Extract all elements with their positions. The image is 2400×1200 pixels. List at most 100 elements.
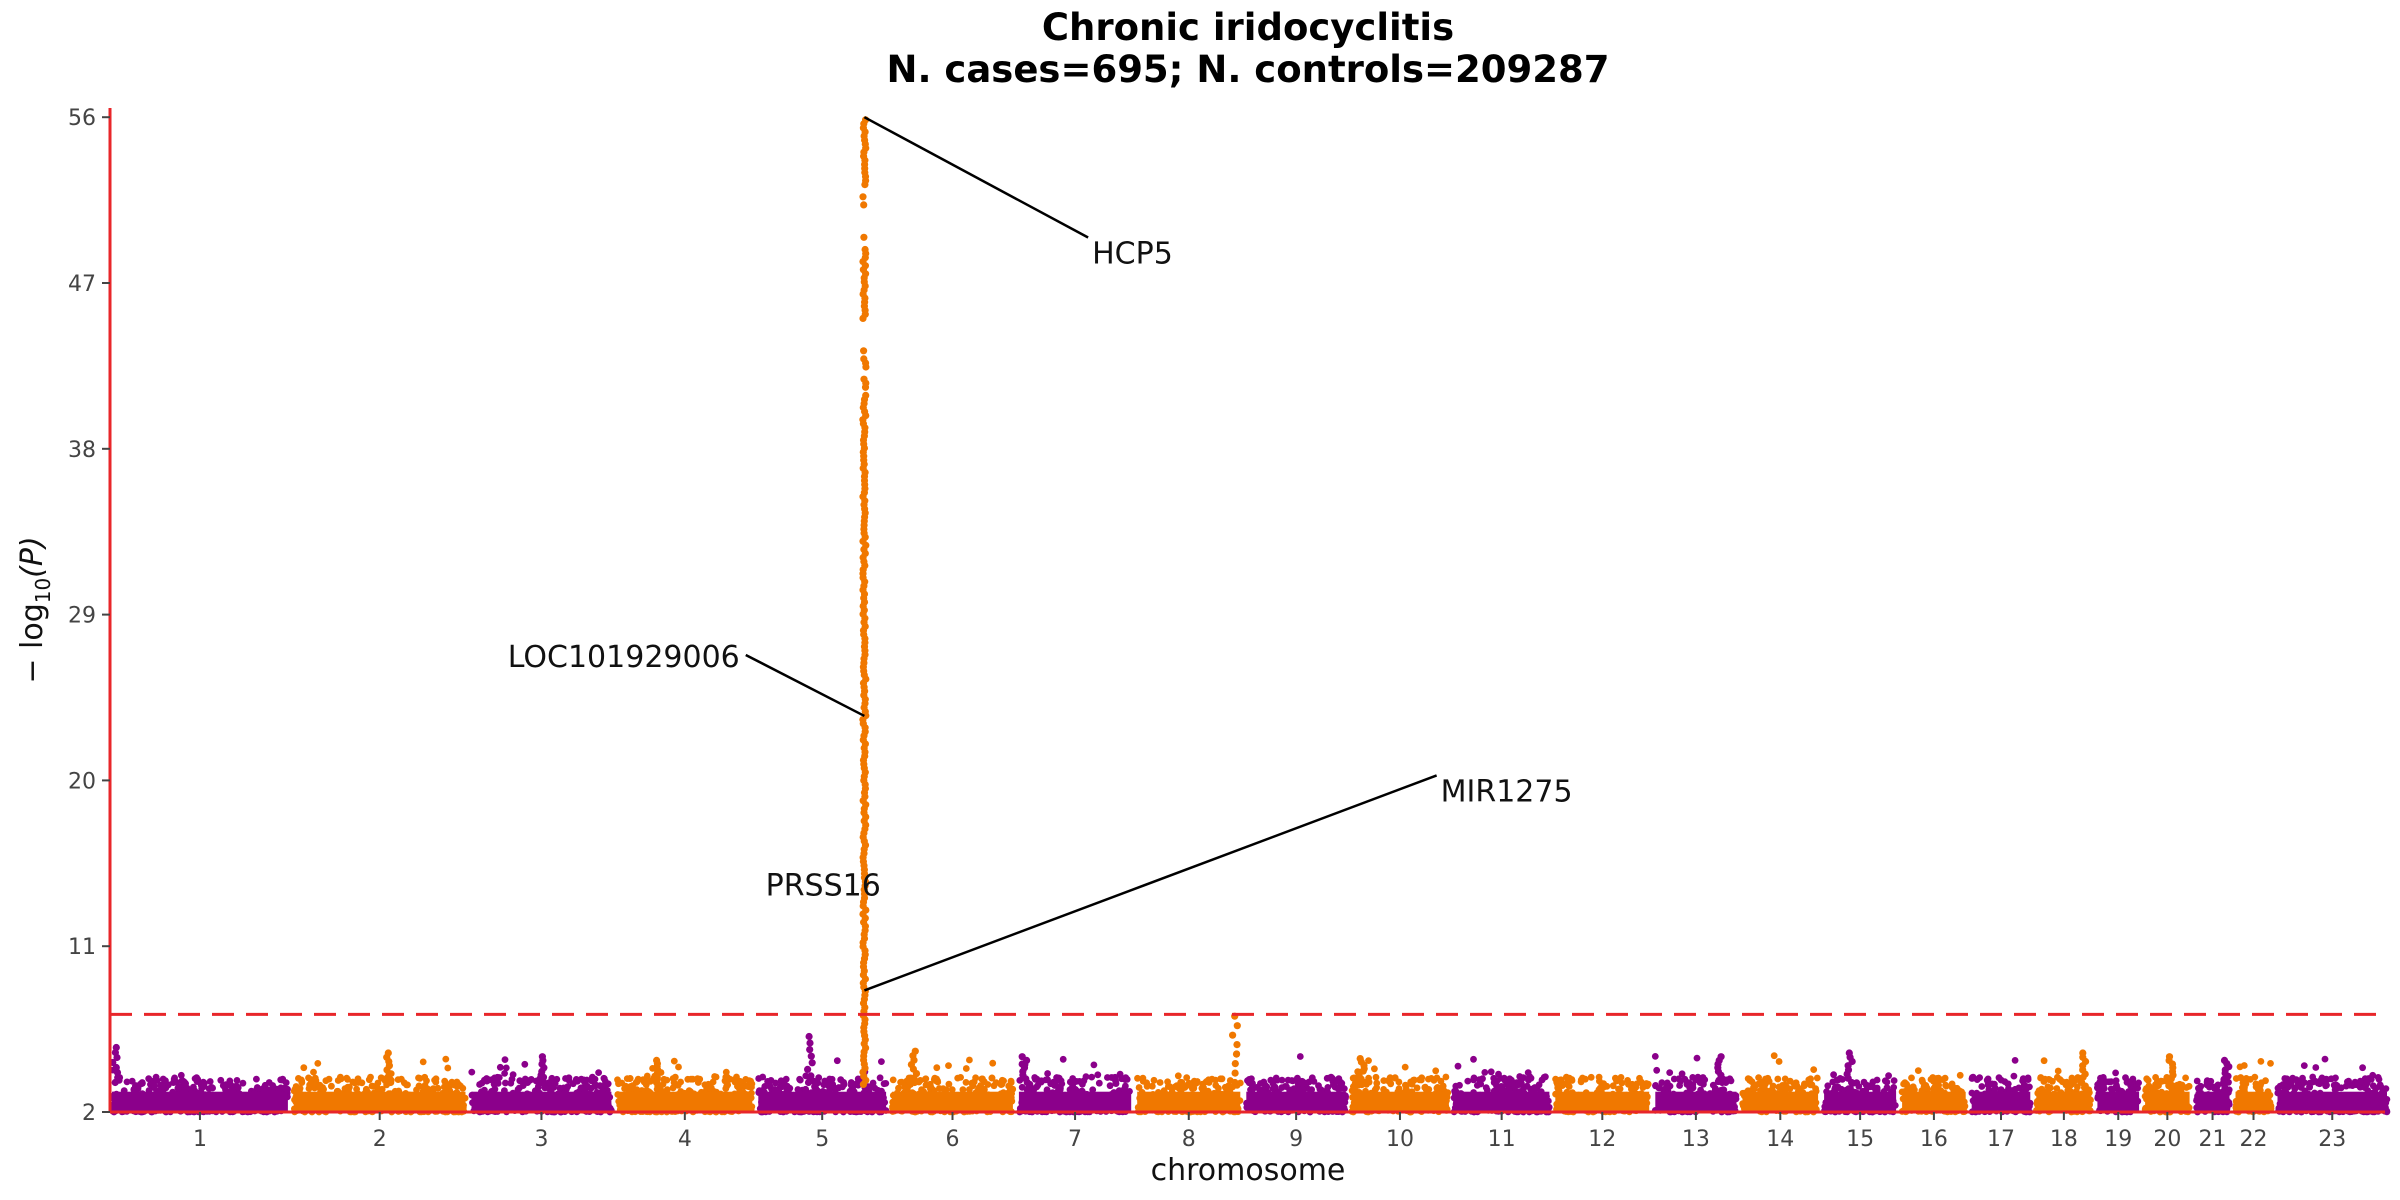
snp-point xyxy=(1044,1070,1051,1077)
snp-point xyxy=(805,1032,813,1041)
snp-point xyxy=(1106,1082,1114,1090)
snp-point xyxy=(733,1073,740,1081)
snp-point xyxy=(2054,1067,2062,1075)
chromosome-10-band xyxy=(1351,1091,1448,1112)
snp-point xyxy=(1340,1085,1348,1092)
snp-point xyxy=(1439,1082,1447,1090)
chromosome-9-points xyxy=(1243,1053,1349,1116)
peak-chr8 xyxy=(1229,1012,1241,1087)
snp-point xyxy=(1516,1073,1524,1080)
snp-point xyxy=(726,1075,733,1083)
snp-point xyxy=(812,1084,820,1092)
snp-point xyxy=(747,1077,754,1085)
snp-point xyxy=(374,1079,382,1087)
snp-point xyxy=(1044,1076,1051,1083)
snp-point xyxy=(137,1080,144,1088)
snp-point xyxy=(468,1068,476,1076)
snp-point xyxy=(413,1086,420,1094)
snp-point xyxy=(453,1082,461,1090)
peak-chr2 xyxy=(383,1049,395,1087)
snp-point xyxy=(933,1064,941,1072)
snp-point xyxy=(1076,1078,1083,1085)
snp-point xyxy=(1456,1081,1463,1089)
snp-point xyxy=(1218,1075,1226,1083)
snp-point xyxy=(694,1079,702,1086)
snp-point xyxy=(556,1084,564,1092)
snp-point xyxy=(807,1052,815,1060)
snp-point xyxy=(1269,1085,1277,1092)
snp-point xyxy=(777,1083,784,1091)
snp-point xyxy=(233,1077,241,1084)
snp-point xyxy=(1663,1079,1671,1087)
chromosome-11-band xyxy=(1454,1091,1550,1112)
snp-point xyxy=(1942,1081,1949,1089)
snp-point xyxy=(269,1083,277,1091)
snp-point xyxy=(1701,1076,1709,1084)
snp-point xyxy=(1770,1052,1778,1060)
snp-point xyxy=(494,1079,502,1087)
snp-point xyxy=(1464,1077,1472,1085)
snp-point xyxy=(173,1078,181,1086)
snp-point xyxy=(1205,1076,1212,1084)
snp-point xyxy=(1908,1074,1915,1082)
chromosome-4-points xyxy=(614,1057,756,1116)
snp-point xyxy=(2174,1082,2182,1090)
snp-point xyxy=(1628,1085,1635,1093)
chromosome-6-band xyxy=(892,1091,1013,1112)
chromosome-12-points xyxy=(1552,1073,1652,1116)
snp-point xyxy=(1978,1083,1986,1090)
snp-point xyxy=(748,1083,755,1091)
snp-point xyxy=(1800,1082,1808,1090)
snp-point xyxy=(442,1055,450,1063)
snp-point xyxy=(1335,1085,1342,1093)
snp-point xyxy=(869,1079,877,1087)
snp-point xyxy=(182,1085,190,1093)
snp-point xyxy=(1832,1083,1839,1091)
snp-point xyxy=(1956,1071,1964,1079)
snp-point xyxy=(403,1081,410,1089)
snp-point xyxy=(551,1080,559,1087)
snp-point xyxy=(562,1075,569,1082)
snp-point xyxy=(1193,1078,1201,1085)
snp-point xyxy=(2011,1057,2019,1064)
snp-point xyxy=(180,1078,188,1086)
snp-point xyxy=(569,1080,577,1088)
snp-point xyxy=(922,1081,930,1089)
snp-point xyxy=(1597,1084,1605,1092)
snp-point xyxy=(1505,1085,1513,1093)
snp-point xyxy=(1807,1075,1814,1083)
snp-point xyxy=(675,1063,682,1071)
snp-point xyxy=(1995,1074,2003,1082)
snp-point xyxy=(1037,1078,1045,1086)
snp-point xyxy=(980,1078,988,1086)
snp-point xyxy=(1523,1082,1531,1090)
snp-point xyxy=(239,1079,247,1087)
snp-point xyxy=(989,1059,997,1067)
snp-point xyxy=(344,1075,351,1083)
snp-point xyxy=(220,1083,228,1090)
snp-point xyxy=(501,1056,509,1063)
snp-point xyxy=(190,1083,197,1091)
snp-point xyxy=(618,1079,626,1087)
snp-point xyxy=(1615,1085,1622,1093)
snp-point xyxy=(228,1086,236,1093)
snp-point xyxy=(368,1082,376,1090)
chromosome-2-points xyxy=(290,1055,469,1116)
chromosome-13-points xyxy=(1651,1053,1740,1116)
snp-point xyxy=(208,1084,216,1091)
snp-point xyxy=(520,1079,528,1087)
snp-point xyxy=(434,1084,442,1092)
snp-point xyxy=(2165,1053,2174,1061)
snp-point xyxy=(1883,1078,1891,1086)
snp-point xyxy=(419,1058,427,1066)
snp-point xyxy=(2240,1062,2248,1069)
snp-point xyxy=(1373,1079,1381,1087)
chromosome-23-band xyxy=(2277,1091,2387,1112)
snp-point xyxy=(1470,1055,1477,1063)
snp-point xyxy=(876,1074,884,1082)
snp-point xyxy=(1112,1080,1120,1087)
snp-point xyxy=(2300,1062,2308,1069)
snp-point xyxy=(1198,1084,1206,1092)
snp-point xyxy=(782,1075,790,1083)
